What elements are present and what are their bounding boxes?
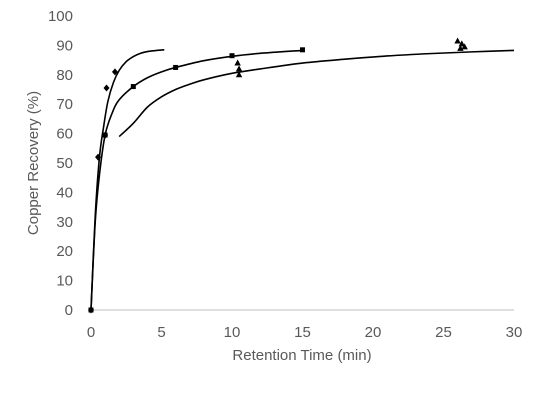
diamond-marker xyxy=(103,84,110,92)
x-tick-label: 25 xyxy=(435,324,452,341)
y-tick-label: 40 xyxy=(56,184,73,201)
fit-curve-3 xyxy=(118,49,515,138)
x-tick-label: 10 xyxy=(224,324,241,341)
triangle-marker xyxy=(461,43,468,50)
square-marker xyxy=(88,307,94,313)
y-tick-label: 100 xyxy=(48,8,73,25)
square-marker xyxy=(130,84,136,90)
x-tick-labels: 0 5 10 15 20 25 30 xyxy=(87,324,523,341)
fit-curves xyxy=(90,49,515,311)
square-marker xyxy=(229,53,235,59)
x-tick-label: 30 xyxy=(506,324,523,341)
x-tick-label: 0 xyxy=(87,324,95,341)
y-tick-label: 20 xyxy=(56,243,73,260)
y-tick-label: 70 xyxy=(56,96,73,113)
x-tick-label: 5 xyxy=(157,324,165,341)
diamond-marker xyxy=(111,68,118,76)
fit-curve-1 xyxy=(90,49,165,311)
x-tick-label: 20 xyxy=(365,324,382,341)
x-tick-label: 15 xyxy=(294,324,311,341)
triangle-marker xyxy=(234,59,241,66)
square-marker xyxy=(300,47,305,53)
square-marker xyxy=(173,64,179,70)
square-marker xyxy=(102,132,108,138)
y-tick-label: 80 xyxy=(56,67,73,84)
y-tick-label: 90 xyxy=(56,37,73,54)
y-tick-label: 50 xyxy=(56,155,73,172)
y-axis-title: Copper Recovery (%) xyxy=(25,91,42,235)
data-markers xyxy=(88,37,468,314)
diamond-marker xyxy=(95,153,102,161)
triangle-marker xyxy=(458,40,466,47)
y-tick-label: 0 xyxy=(65,302,73,319)
x-axis-title: Retention Time (min) xyxy=(232,347,371,364)
triangle-marker xyxy=(454,37,461,44)
triangle-marker xyxy=(235,65,243,72)
y-tick-label: 30 xyxy=(56,214,73,231)
triangle-marker xyxy=(235,71,243,78)
y-tick-labels: 0 10 20 30 40 50 60 70 80 90 100 xyxy=(48,8,73,319)
y-tick-label: 60 xyxy=(56,126,73,143)
y-tick-label: 10 xyxy=(56,273,73,290)
fit-curve-2 xyxy=(90,49,303,311)
